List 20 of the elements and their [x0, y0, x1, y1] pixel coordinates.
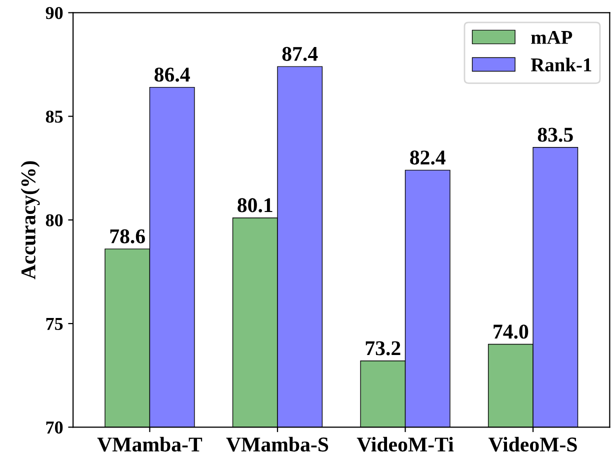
y-tick-label: 75 [46, 318, 63, 330]
legend-label: mAP [531, 30, 572, 44]
y-tick-label: 85 [46, 110, 63, 123]
x-tick-label: VMamba-S [226, 436, 328, 452]
data-label: 80.1 [238, 198, 272, 212]
data-label: 82.4 [410, 150, 446, 165]
x-tick-label: VideoM-Ti [356, 436, 454, 452]
y-tick-label: 80 [46, 214, 63, 226]
data-label: 73.2 [366, 341, 400, 356]
data-label: 83.5 [538, 128, 573, 142]
x-tick-label: VideoM-S [488, 436, 577, 452]
data-label: 78.6 [110, 229, 145, 244]
data-label: 87.4 [282, 46, 318, 62]
y-axis-title: Accuracy(%) [20, 161, 40, 280]
data-label: 74.0 [494, 324, 528, 339]
y-tick-label: 90 [46, 6, 63, 20]
legend-label: Rank-1 [530, 58, 592, 72]
data-label: 86.4 [154, 68, 190, 82]
y-tick-label: 70 [46, 421, 63, 434]
x-tick-label: VMamba-T [97, 436, 202, 452]
